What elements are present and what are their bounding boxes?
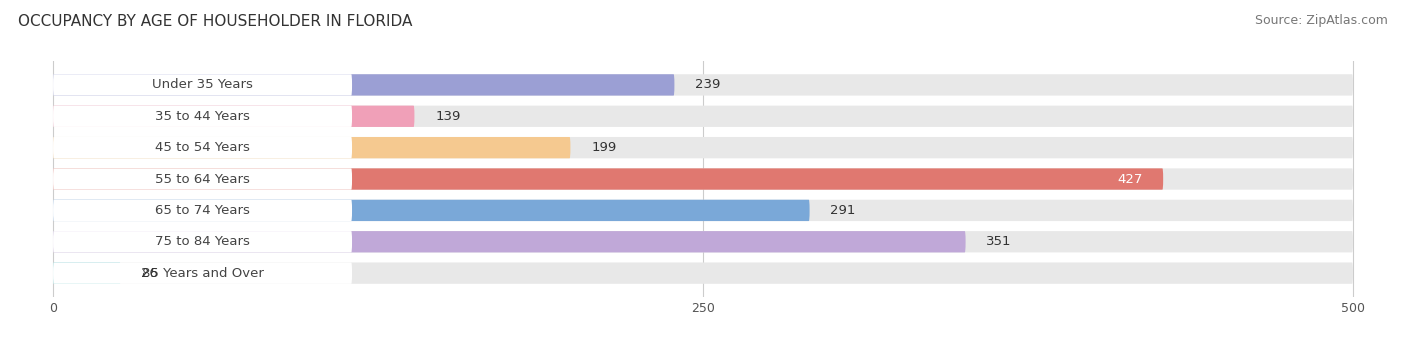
FancyBboxPatch shape (53, 74, 1353, 95)
Text: OCCUPANCY BY AGE OF HOUSEHOLDER IN FLORIDA: OCCUPANCY BY AGE OF HOUSEHOLDER IN FLORI… (18, 14, 412, 29)
Text: 35 to 44 Years: 35 to 44 Years (155, 110, 250, 123)
Text: 427: 427 (1116, 173, 1142, 186)
FancyBboxPatch shape (53, 263, 352, 284)
FancyBboxPatch shape (53, 263, 121, 284)
FancyBboxPatch shape (53, 137, 352, 158)
FancyBboxPatch shape (53, 168, 352, 190)
FancyBboxPatch shape (53, 74, 675, 95)
FancyBboxPatch shape (53, 200, 810, 221)
Text: 85 Years and Over: 85 Years and Over (142, 267, 263, 280)
FancyBboxPatch shape (53, 74, 352, 95)
Text: 351: 351 (987, 235, 1012, 248)
Text: Under 35 Years: Under 35 Years (152, 78, 253, 91)
Text: 199: 199 (591, 141, 616, 154)
Text: 55 to 64 Years: 55 to 64 Years (155, 173, 250, 186)
Text: 75 to 84 Years: 75 to 84 Years (155, 235, 250, 248)
Text: 26: 26 (142, 267, 159, 280)
FancyBboxPatch shape (53, 106, 415, 127)
Text: 291: 291 (831, 204, 856, 217)
FancyBboxPatch shape (53, 137, 1353, 158)
FancyBboxPatch shape (53, 263, 1353, 284)
FancyBboxPatch shape (53, 168, 1163, 190)
Text: 65 to 74 Years: 65 to 74 Years (155, 204, 250, 217)
FancyBboxPatch shape (53, 231, 1353, 252)
FancyBboxPatch shape (53, 200, 1353, 221)
Text: 45 to 54 Years: 45 to 54 Years (155, 141, 250, 154)
Text: Source: ZipAtlas.com: Source: ZipAtlas.com (1254, 14, 1388, 27)
FancyBboxPatch shape (53, 137, 571, 158)
FancyBboxPatch shape (53, 168, 1353, 190)
Text: 239: 239 (695, 78, 721, 91)
FancyBboxPatch shape (53, 106, 1353, 127)
Text: 139: 139 (436, 110, 461, 123)
FancyBboxPatch shape (53, 231, 352, 252)
FancyBboxPatch shape (53, 106, 352, 127)
FancyBboxPatch shape (53, 200, 352, 221)
FancyBboxPatch shape (53, 231, 966, 252)
